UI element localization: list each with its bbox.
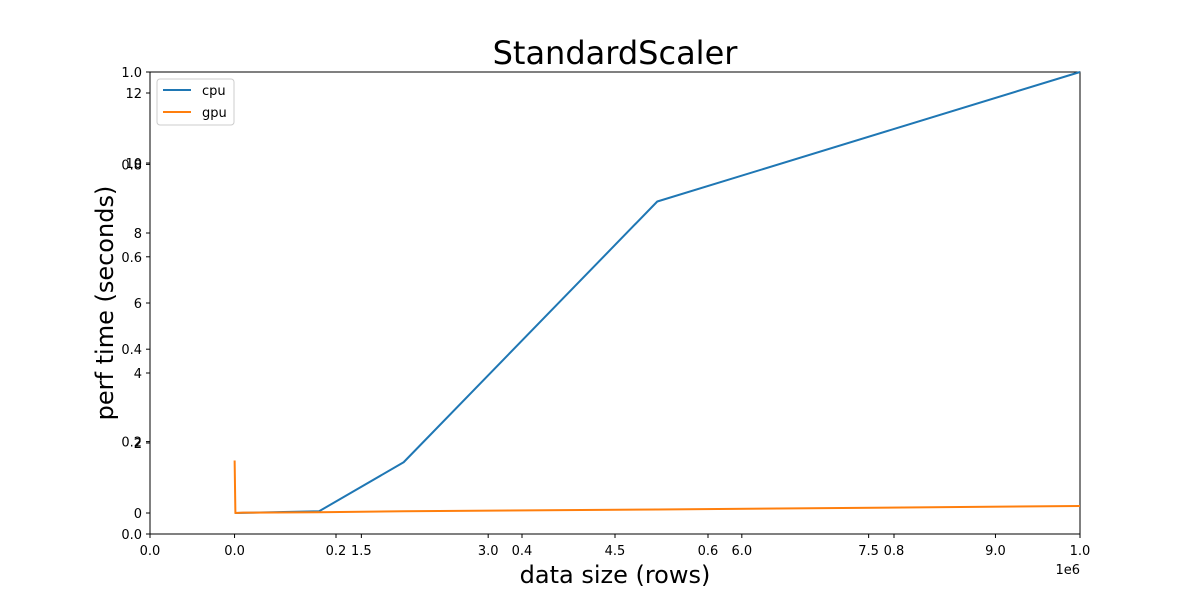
legend-label-gpu: gpu bbox=[202, 106, 227, 121]
x-tick-label: 3.0 bbox=[478, 544, 499, 559]
overlay-y-axis: 0.0 0.2 0.4 0.6 0.8 1.0 bbox=[121, 66, 150, 543]
overlay-x-tick-label: 1.0 bbox=[1070, 544, 1091, 559]
y-axis-label: perf time (seconds) bbox=[91, 186, 119, 421]
y-tick-label: 0 bbox=[134, 507, 142, 522]
y-tick-label: 8 bbox=[134, 227, 142, 242]
x-tick-label: 9.0 bbox=[985, 544, 1006, 559]
overlay-x-tick-label: 0.6 bbox=[698, 544, 719, 559]
y-tick-label: 6 bbox=[134, 297, 142, 312]
overlay-y-tick-label: 0.2 bbox=[121, 436, 142, 451]
x-tick-label: 7.5 bbox=[858, 544, 879, 559]
overlay-y-tick-label: 0.4 bbox=[121, 343, 142, 358]
x-tick-label: 4.5 bbox=[605, 544, 626, 559]
overlay-x-tick-label: 0.8 bbox=[884, 544, 905, 559]
y-tick-label: 2 bbox=[134, 437, 142, 452]
y-tick-label: 12 bbox=[125, 87, 142, 102]
y-axis: 0 2 4 6 8 10 12 bbox=[125, 87, 150, 522]
series-line-cpu bbox=[234, 71, 1081, 514]
overlay-y-tick-label: 0.8 bbox=[121, 158, 142, 173]
overlay-x-axis: 0.0 0.2 0.4 0.6 0.8 1.0 bbox=[140, 534, 1091, 559]
y-tick-label: 4 bbox=[134, 367, 142, 382]
overlay-x-tick-label: 0.2 bbox=[326, 544, 347, 559]
plot-frame bbox=[149, 71, 1081, 535]
chart-title: StandardScaler bbox=[493, 34, 739, 72]
x-tick-label: 0.0 bbox=[224, 544, 245, 559]
x-tick-label: 6.0 bbox=[731, 544, 752, 559]
x-offset-label: 1e6 bbox=[1055, 563, 1080, 578]
y-tick-label: 10 bbox=[125, 157, 142, 172]
x-tick-label: 1.5 bbox=[351, 544, 372, 559]
series-lines bbox=[233, 71, 1081, 514]
legend: cpu gpu bbox=[156, 78, 235, 126]
legend-label-cpu: cpu bbox=[202, 84, 226, 99]
overlay-y-tick-label: 0.0 bbox=[121, 528, 142, 543]
x-axis: 0.0 1.5 3.0 4.5 6.0 7.5 9.0 bbox=[224, 534, 1006, 559]
overlay-y-tick-label: 1.0 bbox=[121, 66, 142, 81]
overlay-x-tick-label: 0.0 bbox=[140, 544, 161, 559]
overlay-y-tick-label: 0.6 bbox=[121, 251, 142, 266]
overlay-x-tick-label: 0.4 bbox=[512, 544, 533, 559]
x-axis-label: data size (rows) bbox=[520, 561, 711, 589]
